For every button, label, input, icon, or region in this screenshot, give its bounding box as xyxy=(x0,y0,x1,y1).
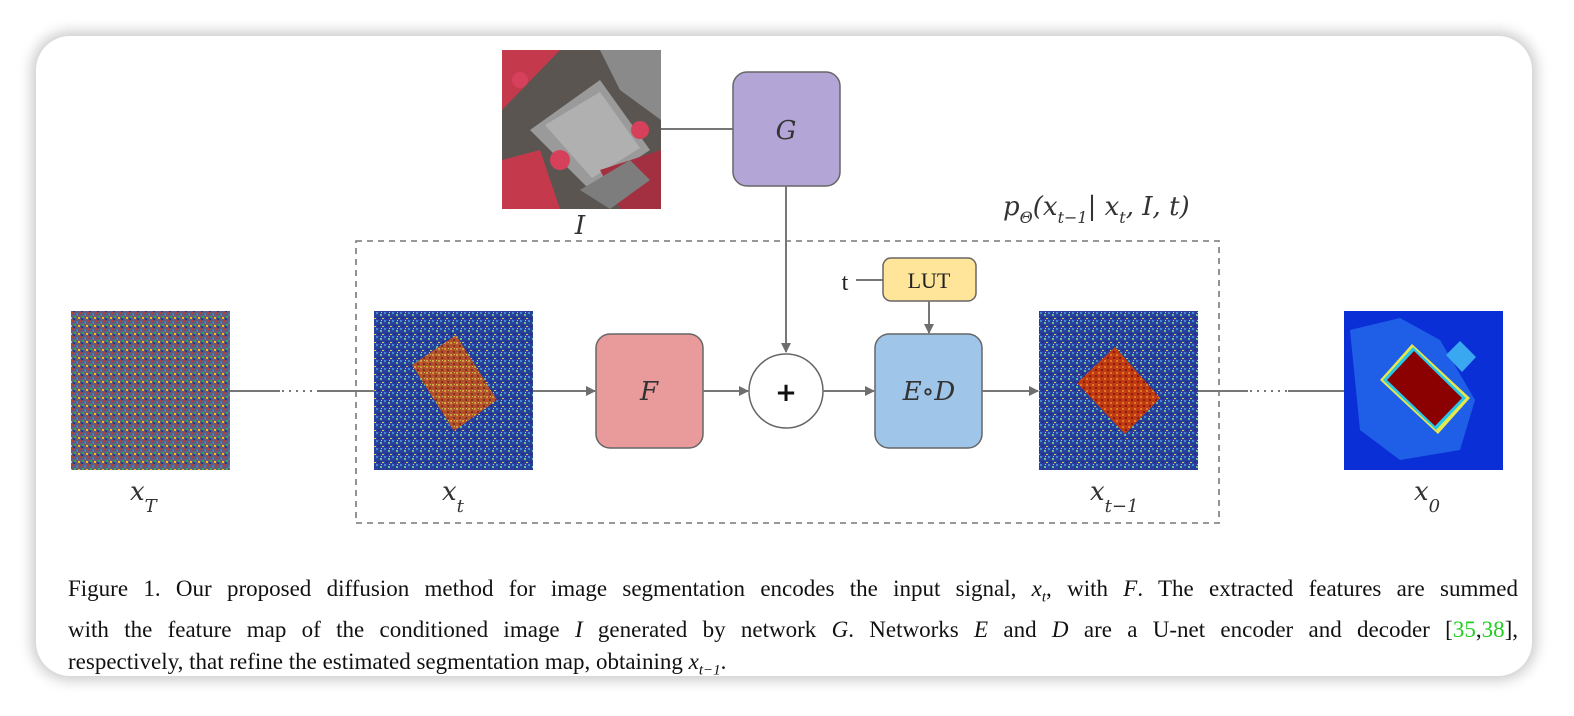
x-t-image xyxy=(374,311,533,470)
citation-link-35[interactable]: 35 xyxy=(1452,616,1476,642)
input-image xyxy=(502,50,661,209)
caption-line-1: Figure 1. Our proposed diffusion method … xyxy=(68,576,1518,606)
x-t-label: xt xyxy=(442,477,465,517)
figure-caption: Figure 1. Our proposed diffusion method … xyxy=(68,573,1518,686)
sum-node-label: + xyxy=(775,378,797,408)
model-dashed-box xyxy=(355,240,1220,524)
t-input-label: t xyxy=(842,270,849,296)
caption-line-3: respectively, that refine the estimated … xyxy=(68,648,727,679)
g-network-label: G xyxy=(776,116,797,146)
x-t-minus-1-label: xt−1 xyxy=(1090,477,1138,517)
x-0-label: x0 xyxy=(1414,477,1440,517)
x-T-image xyxy=(71,311,230,470)
caption-line-2: with the feature map of the conditioned … xyxy=(68,616,1518,642)
input-image-label: I xyxy=(574,211,586,241)
p-theta-label: pΘ(xt−1| xt, I, t) xyxy=(1003,192,1190,227)
f-network-label: F xyxy=(639,377,659,407)
citation-link-38[interactable]: 38 xyxy=(1481,616,1505,642)
x-T-label: xT xyxy=(130,477,159,517)
x-t-minus-1-image xyxy=(1039,311,1198,470)
lut-label: LUT xyxy=(908,268,951,293)
ed-network-label: E∘D xyxy=(902,377,956,407)
x-0-image xyxy=(1344,311,1503,470)
